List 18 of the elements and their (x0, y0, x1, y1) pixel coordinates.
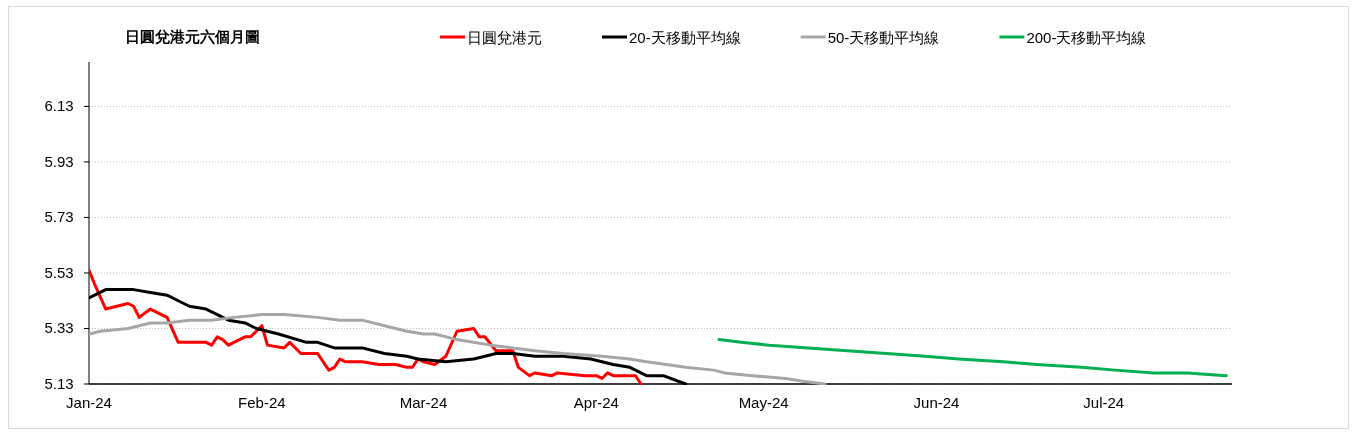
legend-label: 200-天移動平均線 (1026, 29, 1147, 46)
y-tick-label: 5.13 (44, 375, 74, 392)
x-tick-label: Jun-24 (913, 394, 960, 411)
y-tick-label: 5.73 (44, 208, 74, 226)
chart-title: 日圓兌港元六個月圖 (125, 28, 260, 45)
x-tick-label: Jul-24 (1083, 394, 1125, 411)
x-tick-label: May-24 (738, 394, 789, 411)
y-tick-label: 5.33 (44, 319, 74, 337)
x-tick-label: Mar-24 (399, 394, 448, 411)
x-tick-label: Jan-24 (66, 394, 112, 411)
y-tick-label: 6.13 (44, 97, 74, 115)
legend-label: 50-天移動平均線 (827, 29, 940, 46)
legend-label: 日圓兌港元 (467, 29, 542, 46)
y-tick-label: 5.93 (44, 152, 74, 170)
x-tick-label: Feb-24 (238, 394, 286, 411)
legend-label: 20-天移動平均線 (629, 29, 741, 46)
y-tick-label: 5.53 (44, 263, 74, 281)
x-tick-label: Apr-24 (573, 394, 619, 411)
